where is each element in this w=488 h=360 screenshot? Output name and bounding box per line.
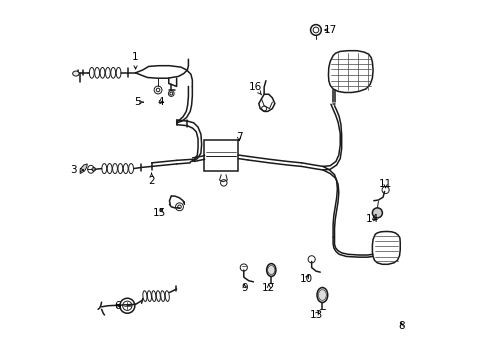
- Text: 11: 11: [378, 179, 391, 189]
- Text: 5: 5: [134, 97, 143, 107]
- Bar: [204, 140, 238, 171]
- Text: 10: 10: [299, 274, 312, 284]
- Text: 12: 12: [262, 283, 275, 293]
- Ellipse shape: [266, 264, 275, 276]
- Text: 7: 7: [235, 132, 242, 142]
- Text: 8: 8: [398, 321, 404, 332]
- Text: 1: 1: [132, 52, 139, 69]
- Polygon shape: [372, 231, 400, 264]
- Ellipse shape: [73, 71, 79, 76]
- Polygon shape: [80, 164, 87, 174]
- Text: 4: 4: [157, 97, 163, 107]
- Text: 3: 3: [70, 165, 83, 175]
- Text: 2: 2: [148, 173, 155, 186]
- Text: 9: 9: [241, 283, 247, 293]
- Text: 16: 16: [248, 82, 261, 95]
- Text: 15: 15: [153, 208, 166, 218]
- Text: 14: 14: [365, 214, 378, 224]
- Polygon shape: [328, 51, 372, 93]
- Polygon shape: [258, 94, 274, 111]
- Ellipse shape: [372, 208, 382, 218]
- Text: 17: 17: [323, 25, 336, 35]
- Text: 13: 13: [309, 310, 322, 320]
- Ellipse shape: [316, 288, 327, 302]
- Text: 6: 6: [114, 301, 121, 311]
